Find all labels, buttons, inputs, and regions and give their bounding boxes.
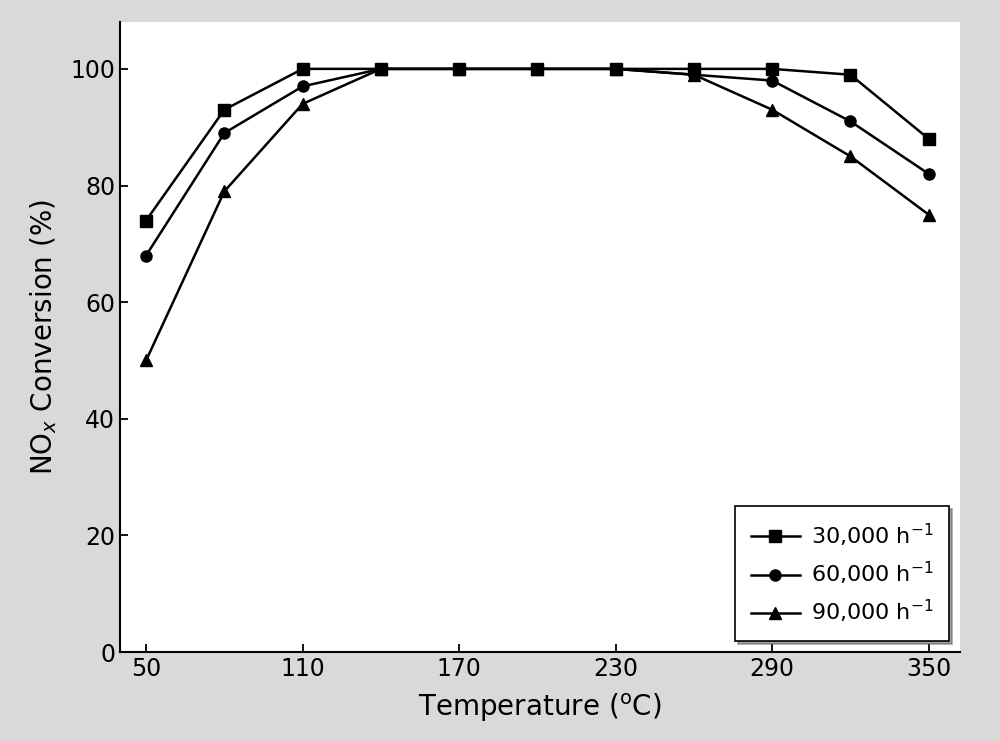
60,000 h$^{-1}$ [218,129,230,138]
90,000 h$^{-1}$ [453,64,465,73]
90,000 h$^{-1}$ [297,99,309,108]
60,000 h$^{-1}$ [844,117,856,126]
30,000 h$^{-1}$ [844,70,856,79]
90,000 h$^{-1}$ [610,64,622,73]
Line: 90,000 h$^{-1}$: 90,000 h$^{-1}$ [141,63,934,366]
60,000 h$^{-1}$ [531,64,543,73]
90,000 h$^{-1}$ [375,64,387,73]
60,000 h$^{-1}$ [453,64,465,73]
60,000 h$^{-1}$ [610,64,622,73]
60,000 h$^{-1}$ [688,70,700,79]
90,000 h$^{-1}$ [923,210,935,219]
90,000 h$^{-1}$ [766,105,778,114]
60,000 h$^{-1}$ [923,170,935,179]
Line: 60,000 h$^{-1}$: 60,000 h$^{-1}$ [141,63,934,261]
Y-axis label: NO$_x$ Conversion (%): NO$_x$ Conversion (%) [28,199,59,475]
90,000 h$^{-1}$ [531,64,543,73]
90,000 h$^{-1}$ [844,152,856,161]
30,000 h$^{-1}$ [297,64,309,73]
Line: 30,000 h$^{-1}$: 30,000 h$^{-1}$ [141,63,934,226]
90,000 h$^{-1}$ [688,70,700,79]
60,000 h$^{-1}$ [140,251,152,260]
30,000 h$^{-1}$ [218,105,230,114]
30,000 h$^{-1}$ [531,64,543,73]
30,000 h$^{-1}$ [610,64,622,73]
60,000 h$^{-1}$ [375,64,387,73]
60,000 h$^{-1}$ [297,82,309,91]
X-axis label: Temperature ($^{\rm o}$C): Temperature ($^{\rm o}$C) [418,692,662,725]
30,000 h$^{-1}$ [453,64,465,73]
90,000 h$^{-1}$ [218,187,230,196]
30,000 h$^{-1}$ [688,64,700,73]
30,000 h$^{-1}$ [923,134,935,143]
90,000 h$^{-1}$ [140,356,152,365]
Legend: 30,000 h$^{-1}$, 60,000 h$^{-1}$, 90,000 h$^{-1}$: 30,000 h$^{-1}$, 60,000 h$^{-1}$, 90,000… [735,506,949,641]
30,000 h$^{-1}$ [140,216,152,225]
60,000 h$^{-1}$ [766,76,778,85]
30,000 h$^{-1}$ [766,64,778,73]
30,000 h$^{-1}$ [375,64,387,73]
